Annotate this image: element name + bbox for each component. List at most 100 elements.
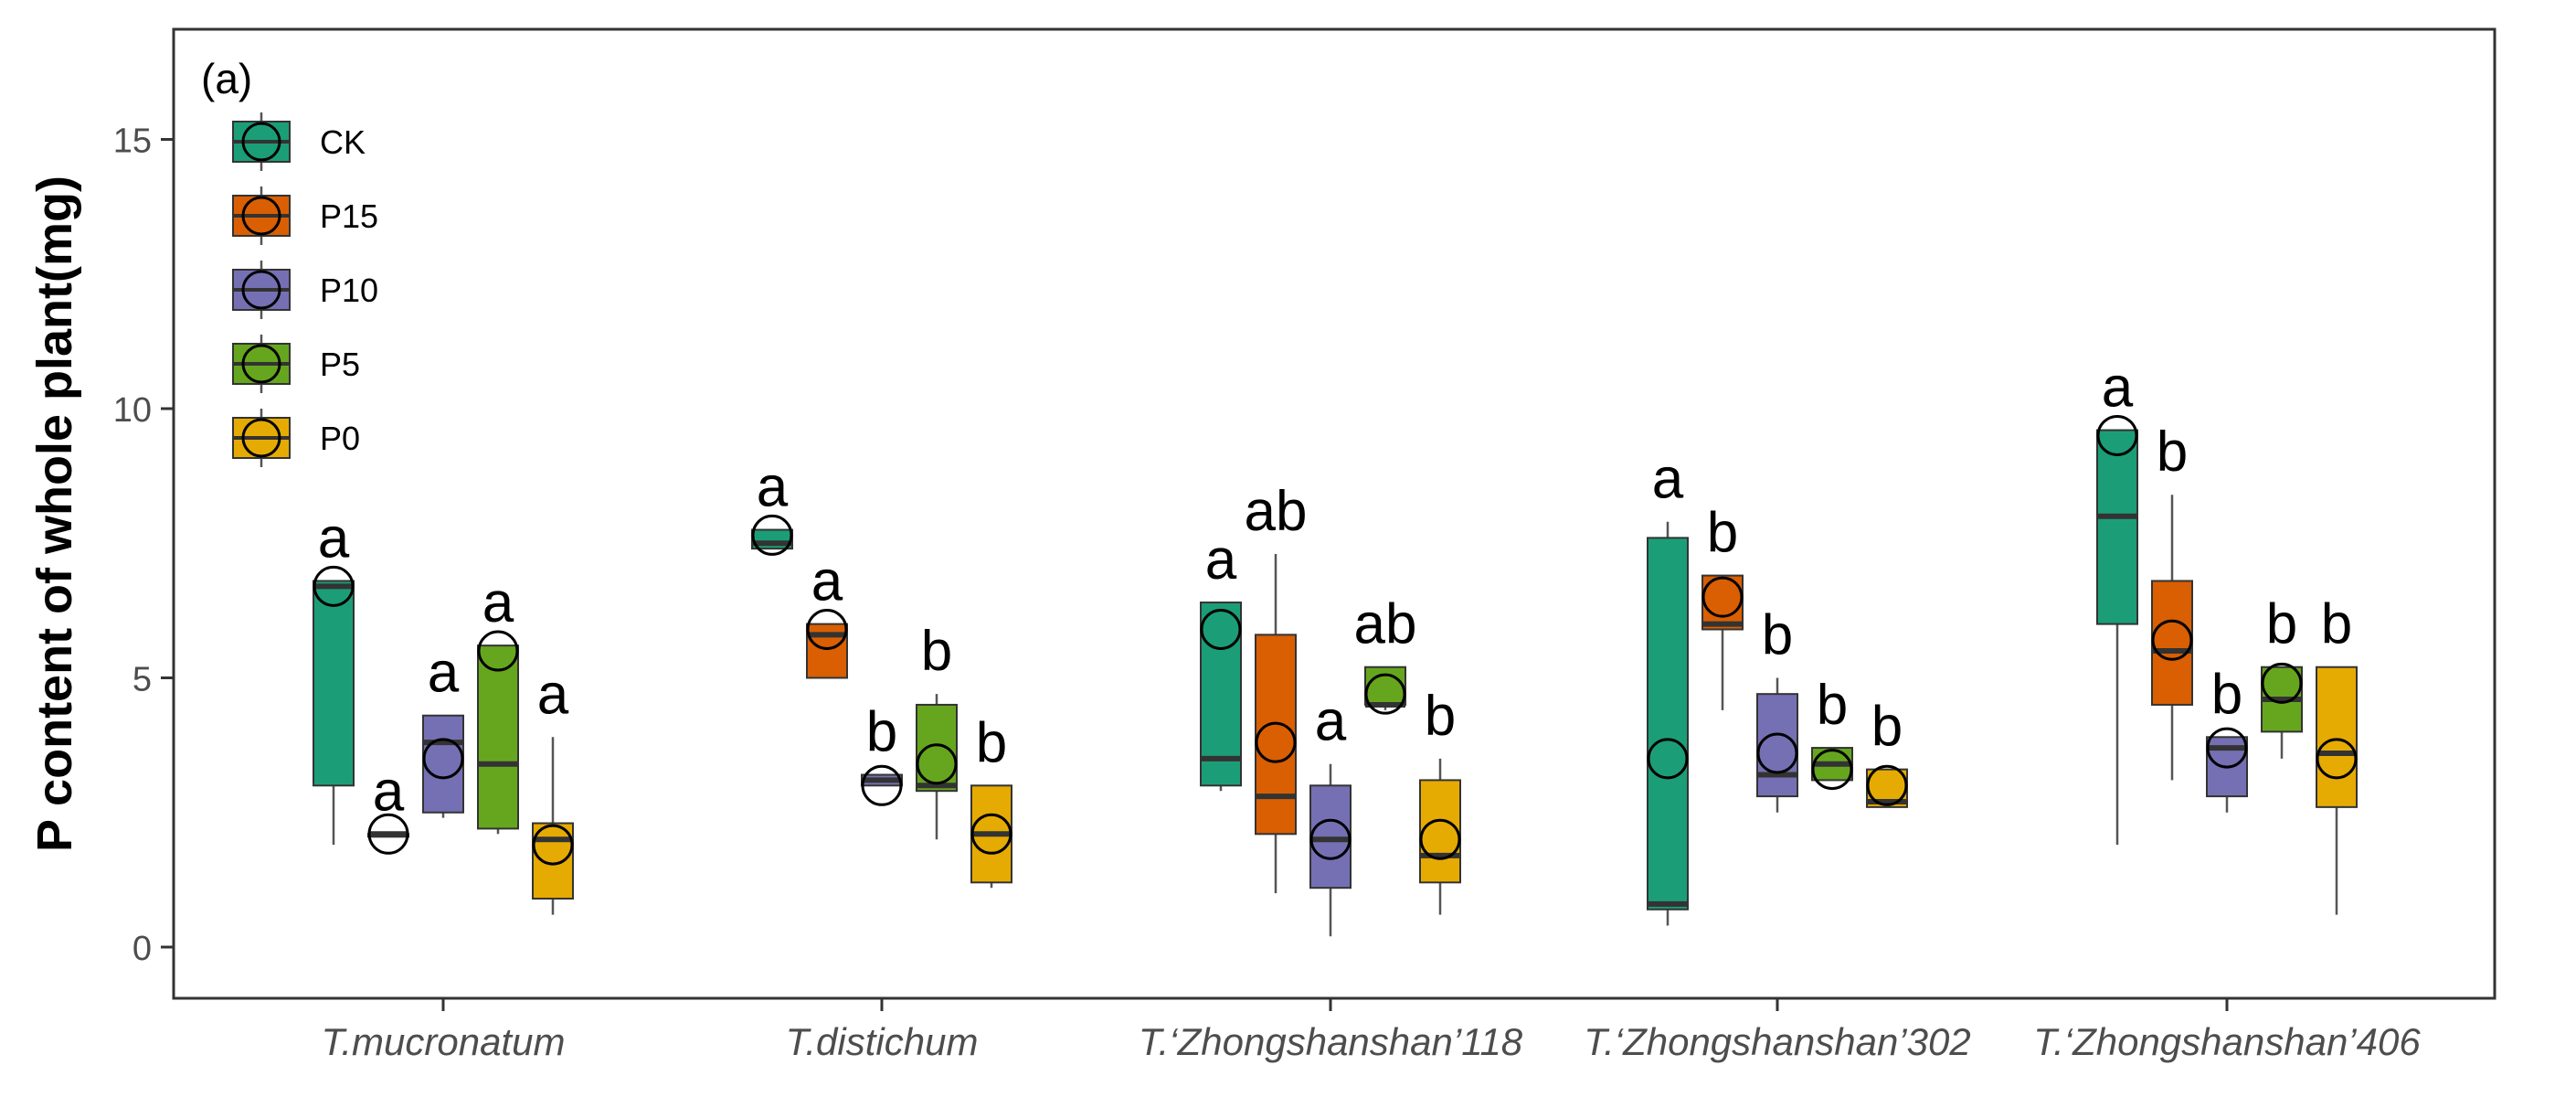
box — [313, 580, 355, 787]
significance-letter: a — [318, 506, 350, 570]
y-tick-label: 15 — [113, 122, 152, 161]
box — [1200, 602, 1242, 787]
significance-letter: a — [757, 456, 789, 519]
mean-marker — [477, 630, 519, 672]
mean-marker — [916, 743, 958, 785]
boxplot-p5 — [1811, 747, 1853, 791]
boxplot-p10 — [1309, 763, 1352, 937]
boxplot-ck — [2096, 414, 2138, 846]
x-tick-label: T.mucronatum — [322, 1020, 566, 1063]
boxplot-ck — [313, 565, 355, 846]
boxplot-p10 — [2206, 727, 2248, 813]
mean-marker — [367, 813, 409, 855]
significance-letter: b — [1762, 604, 1793, 667]
mean-marker — [1309, 818, 1352, 860]
significance-letter: b — [866, 701, 897, 764]
boxplot-p15 — [367, 813, 409, 855]
legend-mean-marker — [241, 196, 281, 236]
significance-letter: a — [482, 571, 514, 634]
significance-letter: b — [1425, 685, 1456, 748]
mean-marker — [2096, 414, 2138, 456]
legend-item-p0: P0 — [232, 409, 360, 467]
legend-item-p5: P5 — [232, 335, 360, 393]
y-tick-label: 10 — [113, 391, 152, 430]
y-tick-label: 5 — [133, 661, 152, 699]
box — [1419, 779, 1461, 884]
boxplot-p10 — [861, 764, 903, 806]
boxplot-p0 — [532, 737, 574, 915]
mean-marker — [532, 824, 574, 866]
legend-mean-marker — [241, 344, 281, 384]
significance-letter: b — [2157, 421, 2188, 484]
significance-letter: a — [1205, 528, 1237, 591]
legend-label: P5 — [320, 346, 360, 383]
mean-marker — [2206, 727, 2248, 769]
boxplot-p0 — [1866, 764, 1908, 808]
legend-item-p10: P10 — [232, 261, 378, 319]
box — [2316, 666, 2358, 808]
significance-letter: b — [2266, 593, 2297, 656]
significance-letter: a — [428, 642, 460, 705]
boxplot-p10 — [422, 714, 464, 818]
box — [422, 714, 464, 814]
legend-label: P10 — [320, 272, 378, 309]
mean-marker — [970, 813, 1012, 855]
boxplot-p0 — [1419, 758, 1461, 915]
significance-letter: b — [1871, 696, 1903, 759]
legend-mean-marker — [241, 270, 281, 310]
x-tick-label: T.‘Zhongshanshan’406 — [2033, 1020, 2421, 1063]
mean-marker — [313, 565, 355, 607]
x-tick-label: T.distichum — [786, 1020, 979, 1063]
significance-letter: a — [811, 550, 843, 613]
mean-marker — [1701, 576, 1744, 618]
mean-marker — [1419, 818, 1461, 860]
boxplot-p5 — [1364, 666, 1406, 715]
x-tick-label: T.‘Zhongshanshan’118 — [1139, 1020, 1523, 1063]
mean-marker — [1200, 608, 1242, 650]
legend-mean-marker — [241, 122, 281, 162]
legend-label: CK — [320, 123, 366, 161]
legend-label: P0 — [320, 420, 360, 457]
mean-marker — [1255, 721, 1297, 763]
box — [532, 822, 574, 900]
mean-marker — [751, 514, 793, 556]
legend-item-p15: P15 — [232, 186, 378, 245]
box — [1364, 666, 1406, 706]
x-axis: T.mucronatum T.distichum T.‘Zhongshanshan’… — [322, 998, 2421, 1063]
x-tick-label: T.‘Zhongshanshan’302 — [1584, 1020, 1970, 1063]
legend-mean-marker — [241, 418, 281, 458]
significance-letter: b — [1817, 674, 1848, 737]
panel-label: (a) — [201, 55, 252, 102]
mean-marker — [806, 608, 848, 650]
mean-marker — [422, 738, 464, 780]
boxplot-p15 — [806, 608, 848, 679]
boxplot-ck — [1200, 602, 1242, 792]
boxplots — [313, 414, 2358, 937]
mean-marker — [1811, 749, 1853, 791]
boxplot-p15 — [1701, 574, 1744, 710]
box — [1255, 634, 1297, 836]
significance-letter: ab — [1245, 480, 1308, 543]
boxplot-p0 — [970, 784, 1012, 889]
box — [1647, 537, 1689, 911]
significance-letter: b — [2211, 663, 2242, 726]
y-axis: 0 5 10 15 — [113, 122, 174, 968]
mean-marker — [2316, 738, 2358, 780]
boxplot-ck — [751, 514, 793, 556]
significance-letter: b — [921, 620, 952, 683]
boxplot-p10 — [1756, 677, 1798, 813]
significance-letter: a — [537, 663, 569, 726]
boxplot-ck — [1647, 521, 1689, 926]
significance-letter: ab — [1354, 593, 1417, 656]
y-axis-title: P content of whole plant(mg) — [27, 176, 82, 852]
y-tick-label: 0 — [133, 930, 152, 968]
boxplot-p5 — [2261, 662, 2303, 759]
significance-letter: a — [373, 760, 405, 823]
box — [1756, 693, 1798, 798]
significance-letter: a — [1652, 448, 1684, 511]
mean-marker — [1364, 673, 1406, 715]
boxplot-p15 — [1255, 554, 1297, 894]
mean-marker — [861, 764, 903, 806]
